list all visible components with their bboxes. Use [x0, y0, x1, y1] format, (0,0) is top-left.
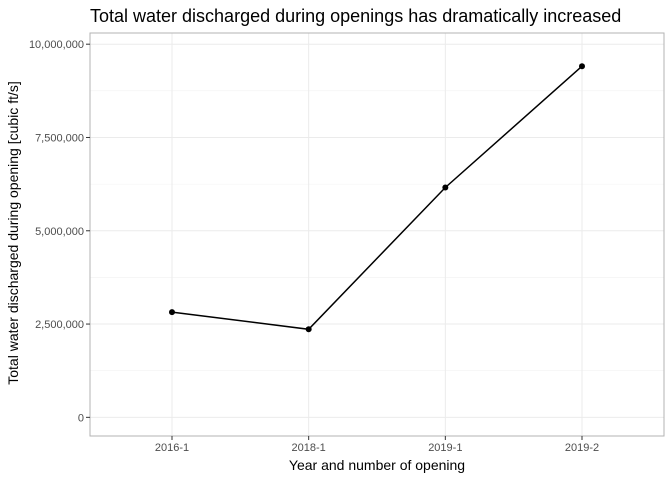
y-tick-label: 0: [78, 412, 84, 424]
y-tick-label: 10,000,000: [29, 39, 84, 51]
data-point: [169, 309, 175, 316]
data-point: [579, 63, 585, 70]
x-tick-label: 2019-1: [428, 442, 462, 454]
series-line: [171, 65, 583, 331]
panel-border: [89, 32, 665, 437]
x-tick-label: 2019-2: [565, 442, 599, 454]
y-tick-label: 7,500,000: [35, 132, 84, 144]
series: [169, 63, 585, 333]
x-tick-label: 2018-1: [292, 442, 326, 454]
data-point: [442, 184, 449, 191]
x-axis-title: Year and number of opening: [289, 457, 465, 473]
chart-title: Total water discharged during openings h…: [90, 6, 621, 26]
axis-ticks: 0 2,500,000 5,000,000 7,500,000 10,000,000 20…: [29, 39, 599, 454]
y-axis-title: Total water discharged during opening [c…: [5, 81, 21, 385]
y-tick-label: 2,500,000: [35, 319, 84, 331]
y-tick-label: 5,000,000: [35, 226, 84, 238]
x-tick-label: 2016-1: [155, 442, 189, 454]
data-point: [305, 326, 312, 333]
grid: [90, 33, 664, 436]
